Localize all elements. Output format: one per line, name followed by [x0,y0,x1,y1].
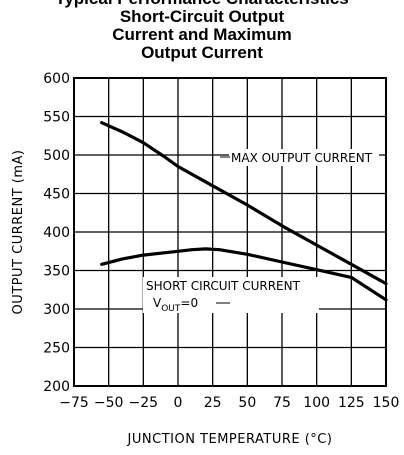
vout-condition-label: VOUT=0 [153,296,198,314]
y-tick-label-600: 600 [43,71,70,87]
x-tick-label-25: 25 [204,395,222,411]
x-tick-label-minus-75: −75 [59,395,89,411]
y-tick-label-450: 450 [43,187,70,203]
y-tick-label-200: 200 [43,379,70,395]
x-tick-label-100: 100 [303,395,330,411]
y-tick-label-250: 250 [43,341,70,357]
y-axis-label: OUTPUT CURRENT (mA) [11,150,26,315]
x-tick-label-125: 125 [338,395,365,411]
y-tick-label-550: 550 [43,110,70,126]
chart-title-line-1: Short-Circuit Output [119,7,285,26]
x-tick-label-50: 50 [238,395,256,411]
x-tick-label-0: 0 [174,395,183,411]
x-tick-label-150: 150 [373,395,400,411]
y-tick-label-400: 400 [43,225,70,241]
y-tick-label-350: 350 [43,264,70,280]
sc-label-background [143,277,319,313]
chart-title-partial: Typical Performance Characteristics [0,0,404,8]
chart-title-line-2: Current and Maximum [112,25,292,44]
x-axis-label: JUNCTION TEMPERATURE (°C) [127,432,333,447]
y-tick-label-300: 300 [43,302,70,318]
plot-frame [73,77,387,387]
short-circuit-current-series-line [100,247,388,302]
short-circuit-current-label: SHORT CIRCUIT CURRENT [146,279,301,293]
x-tick-label-minus-25: −25 [129,395,159,411]
max-output-current-series-line [100,121,388,286]
chart-title-line-3: Output Current [141,43,263,62]
max-output-current-label: MAX OUTPUT CURRENT [231,151,373,165]
x-tick-label-75: 75 [273,395,291,411]
max-label-background [229,149,379,166]
x-tick-label-minus-50: −50 [94,395,124,411]
y-tick-label-500: 500 [43,148,70,164]
